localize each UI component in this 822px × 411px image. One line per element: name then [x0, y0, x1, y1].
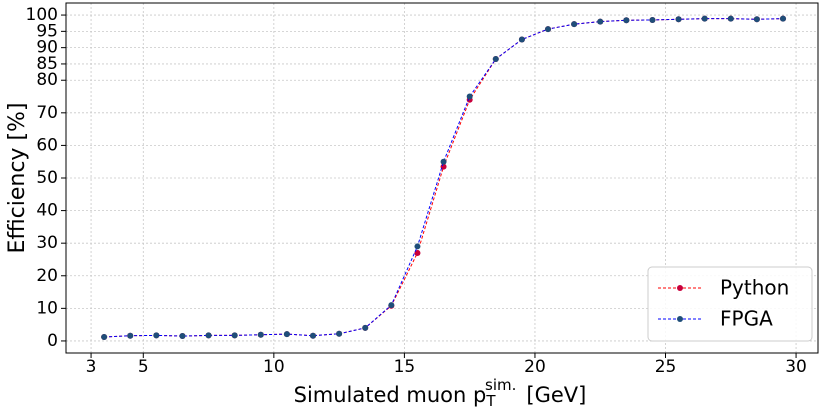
x-label-subscript: T — [485, 392, 496, 410]
x-tick-label: 5 — [138, 357, 149, 377]
point — [101, 334, 108, 341]
point — [727, 15, 734, 22]
x-tick-label: 15 — [394, 357, 416, 377]
x-tick-label: 25 — [655, 357, 677, 377]
point — [388, 302, 395, 309]
plot-frame — [65, 2, 819, 354]
legend-marker — [677, 285, 683, 291]
legend-label: FPGA — [720, 307, 773, 331]
point — [780, 15, 787, 22]
legend-label: Python — [720, 276, 789, 300]
point — [701, 15, 708, 22]
point — [283, 331, 290, 338]
x-label-main: Simulated muon p — [294, 383, 487, 407]
y-tick-label: 10 — [36, 298, 58, 318]
x-tick-label: 30 — [785, 357, 807, 377]
point — [623, 17, 630, 24]
point — [414, 243, 421, 250]
y-tick-label: 85 — [36, 54, 58, 74]
point — [597, 18, 604, 25]
point — [127, 332, 134, 339]
x-label-unit: [GeV] — [526, 383, 586, 407]
point — [257, 331, 264, 338]
point — [518, 36, 525, 43]
point — [336, 330, 343, 337]
y-tick-label: 50 — [36, 168, 58, 188]
y-tick-label: 95 — [36, 21, 58, 41]
point — [153, 332, 160, 339]
point — [362, 324, 369, 331]
y-tick-label: 70 — [36, 103, 58, 123]
point — [571, 21, 578, 28]
y-tick-label: 60 — [36, 135, 58, 155]
y-tick-label: 90 — [36, 38, 58, 58]
point — [466, 93, 473, 100]
legend-marker — [677, 316, 683, 322]
point — [310, 332, 317, 339]
point — [649, 16, 656, 23]
y-tick-label: 40 — [36, 201, 58, 221]
y-axis-label: Efficiency [%] — [5, 102, 30, 253]
point — [205, 332, 212, 339]
point — [545, 26, 552, 33]
y-tick-label: 0 — [47, 331, 58, 351]
point — [414, 249, 421, 256]
point — [440, 158, 447, 165]
point — [492, 56, 499, 63]
y-tick-label: 30 — [36, 233, 58, 253]
legend: Python FPGA — [647, 266, 813, 342]
y-tick-label: 100 — [26, 5, 58, 25]
legend-box — [647, 266, 813, 342]
x-axis-label: Simulated muon pTsim. [GeV] — [294, 376, 587, 410]
y-tick-label: 80 — [36, 70, 58, 90]
x-label-superscript: sim. — [485, 376, 516, 394]
point — [231, 332, 238, 339]
x-tick-label: 3 — [86, 357, 97, 377]
point — [675, 16, 682, 23]
point — [179, 333, 186, 340]
point — [753, 16, 760, 23]
y-tick-label: 20 — [36, 266, 58, 286]
x-tick-label: 20 — [524, 357, 546, 377]
x-tick-label: 10 — [263, 357, 285, 377]
